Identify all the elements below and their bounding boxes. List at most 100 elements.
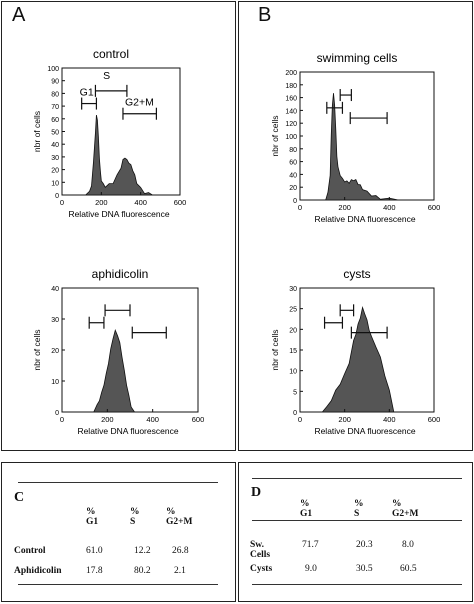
x-tick-label: 200	[101, 415, 114, 424]
x-tick-label: 200	[338, 203, 351, 212]
y-tick-label: 0	[293, 198, 297, 205]
histogram-title: aphidicolin	[92, 267, 149, 281]
y-tick-label: 10	[51, 379, 59, 386]
x-tick-label: 600	[174, 198, 187, 207]
y-tick-label: 120	[285, 121, 297, 128]
table-d-rule-mid	[252, 520, 462, 521]
x-tick-label: 200	[338, 415, 351, 424]
x-tick-label: 400	[134, 198, 147, 207]
table-c-cell: 2.1	[174, 566, 186, 576]
histogram-title: cysts	[343, 267, 370, 281]
table-d-panel	[238, 462, 473, 602]
x-tick-label: 600	[428, 415, 441, 424]
x-tick-label: 400	[383, 415, 396, 424]
histogram-aphidicolin: aphidicolin 0 10 20 30 40 0 200 400 600 Relative D…	[0, 0, 236, 450]
table-c-letter: C	[14, 490, 25, 505]
panel-a-letter: A	[12, 4, 26, 26]
y-tick-label: 40	[51, 286, 59, 293]
y-axis-label: nbr of cells	[32, 111, 42, 152]
y-tick-label: 160	[285, 96, 297, 103]
y-tick-label: 80	[289, 147, 297, 154]
x-tick-label: 400	[383, 203, 396, 212]
table-c-row-label: Aphidicolin	[14, 566, 62, 576]
table-d-row-label: Sw. Cells	[250, 540, 271, 560]
y-tick-label: 10	[289, 369, 297, 376]
histogram-title: control	[93, 47, 129, 61]
table-d-cell: 71.7	[302, 540, 319, 550]
table-d-rule-top	[252, 478, 462, 479]
table-c-cell: 80.2	[134, 566, 151, 576]
y-tick-label: 180	[285, 83, 297, 90]
y-tick-label: 20	[289, 185, 297, 192]
table-d-rule-bottom	[252, 584, 462, 585]
x-axis-label: Relative DNA fluorescence	[68, 209, 169, 219]
x-tick-label: 0	[60, 198, 64, 207]
table-d-header-g2m: % G2+M	[392, 499, 419, 519]
table-d-cell: 20.3	[356, 540, 373, 550]
y-tick-label: 80	[51, 91, 59, 98]
y-tick-label: 60	[289, 160, 297, 167]
y-tick-label: 20	[51, 168, 59, 175]
table-c-header-g2m: % G2+M	[166, 507, 193, 527]
table-c-cell: 17.8	[86, 566, 103, 576]
gate-label: G1	[80, 87, 94, 99]
table-c-cell: 26.8	[172, 546, 189, 556]
histogram-area	[84, 114, 154, 196]
y-tick-label: 30	[51, 155, 59, 162]
y-tick-label: 5	[293, 389, 297, 396]
histogram-title: swimming cells	[317, 51, 398, 65]
histogram-swimming: swimming cells 0 20 40 60 80 100 120 140 160 180 20…	[0, 0, 474, 240]
y-tick-label: 70	[51, 104, 59, 111]
y-axis-label: nbr of cells	[32, 329, 42, 370]
x-tick-label: 200	[95, 198, 108, 207]
table-d-letter: D	[251, 485, 262, 500]
histogram-area	[93, 328, 136, 413]
y-tick-label: 140	[285, 108, 297, 115]
y-axis-label: nbr of cells	[270, 115, 280, 156]
table-c-rule-bottom	[18, 584, 218, 585]
x-axis-label: Relative DNA fluorescence	[77, 426, 178, 436]
x-tick-label: 0	[60, 415, 64, 424]
y-tick-label: 15	[289, 348, 297, 355]
x-tick-label: 600	[428, 203, 441, 212]
table-d-cell: 9.0	[305, 564, 317, 574]
y-tick-label: 30	[289, 286, 297, 293]
y-tick-label: 0	[55, 410, 59, 417]
gate-label: G2+M	[125, 97, 154, 109]
table-c-header-g1: % G1	[86, 507, 99, 527]
y-tick-label: 10	[51, 180, 59, 187]
table-c-panel	[1, 462, 236, 602]
panel-b-letter: B	[258, 4, 272, 26]
table-d-cell: 60.5	[400, 564, 417, 574]
table-d-cell: 8.0	[402, 540, 414, 550]
histogram-cysts: cysts 0 5 10 15 20 25 30 0 200 400 600 Relative DNA …	[270, 267, 441, 436]
histogram-area	[321, 305, 395, 413]
y-tick-label: 40	[51, 142, 59, 149]
table-c-row-label: Control	[14, 546, 46, 556]
table-d-header-g1: % G1	[300, 499, 313, 519]
y-tick-label: 50	[51, 130, 59, 137]
x-axis-label: Relative DNA fluorescence	[314, 426, 415, 436]
y-tick-label: 200	[285, 70, 297, 77]
table-c-rule-top	[18, 482, 218, 483]
gate-label: S	[103, 70, 110, 82]
y-tick-label: 0	[293, 410, 297, 417]
y-tick-label: 25	[289, 307, 297, 314]
y-tick-label: 0	[55, 193, 59, 200]
y-axis-label: nbr of cells	[270, 329, 280, 370]
y-tick-label: 30	[51, 317, 59, 324]
histogram-svg: control 0 10 20 30 40 50 60 70 80 90 100 0 200 400 600 R…	[32, 47, 187, 219]
x-tick-label: 400	[146, 415, 159, 424]
y-tick-label: 100	[47, 66, 59, 73]
x-tick-label: 0	[298, 203, 302, 212]
table-c-cell: 61.0	[86, 546, 103, 556]
histogram-area	[325, 93, 399, 201]
table-d-row-label: Cysts	[250, 564, 273, 574]
table-c-cell: 12.2	[134, 546, 151, 556]
y-tick-label: 20	[289, 327, 297, 334]
y-tick-label: 20	[51, 348, 59, 355]
table-d-header-s: % S	[354, 499, 364, 519]
x-axis-label: Relative DNA fluorescence	[314, 214, 415, 224]
table-d-cell: 30.5	[356, 564, 373, 574]
y-tick-label: 60	[51, 117, 59, 124]
